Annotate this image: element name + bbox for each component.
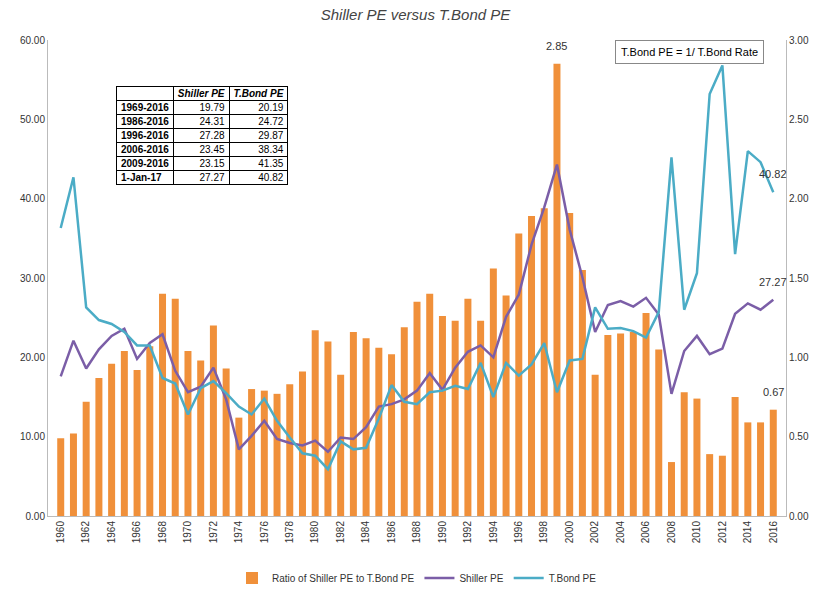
html-text:27.27: 27.27 <box>199 172 225 183</box>
svg-text:1974: 1974 <box>233 521 244 544</box>
html-text:23.45: 23.45 <box>199 144 225 155</box>
html-text:1996-2016: 1996-2016 <box>121 130 169 141</box>
svg-text:2.00: 2.00 <box>789 193 809 204</box>
svg-text:1962: 1962 <box>80 521 91 544</box>
html-text:20.19: 20.19 <box>258 102 284 113</box>
svg-text:10.00: 10.00 <box>20 431 45 442</box>
svg-text:1990: 1990 <box>437 521 448 544</box>
html-text:1969-2016: 1969-2016 <box>121 102 169 113</box>
svg-text:30.00: 30.00 <box>20 273 45 284</box>
svg-text:20.00: 20.00 <box>20 352 45 363</box>
svg-text:1972: 1972 <box>208 521 219 544</box>
html-text:2006-2016: 2006-2016 <box>121 144 169 155</box>
svg-text:40.82: 40.82 <box>759 168 787 180</box>
html-text:2009-2016: 2009-2016 <box>121 158 169 169</box>
svg-text:1.00: 1.00 <box>789 352 809 363</box>
svg-text:1986: 1986 <box>386 521 397 544</box>
html-text:38.34: 38.34 <box>258 144 284 155</box>
svg-text:1994: 1994 <box>488 521 499 544</box>
svg-text:1964: 1964 <box>106 521 117 544</box>
html-text:24.72: 24.72 <box>258 116 284 127</box>
svg-text:2008: 2008 <box>666 521 677 544</box>
svg-text:1982: 1982 <box>335 521 346 544</box>
svg-text:1988: 1988 <box>411 521 422 544</box>
svg-text:1.50: 1.50 <box>789 273 809 284</box>
svg-text:0.00: 0.00 <box>26 511 46 522</box>
html-text:24.31: 24.31 <box>199 116 225 127</box>
svg-text:1968: 1968 <box>157 521 168 544</box>
html-text:23.15: 23.15 <box>199 158 225 169</box>
svg-text:0.00: 0.00 <box>789 511 809 522</box>
svg-text:2.85: 2.85 <box>546 40 567 52</box>
svg-text:2000: 2000 <box>564 521 575 544</box>
svg-text:1976: 1976 <box>259 521 270 544</box>
svg-text:1998: 1998 <box>538 521 549 544</box>
svg-text:1980: 1980 <box>309 521 320 544</box>
svg-text:Ratio of Shiller PE to T.Bond: Ratio of Shiller PE to T.Bond PE <box>272 573 414 584</box>
html-text:1986-2016: 1986-2016 <box>121 116 169 127</box>
svg-text:T.Bond PE: T.Bond PE <box>549 573 597 584</box>
svg-text:50.00: 50.00 <box>20 114 45 125</box>
svg-text:2.50: 2.50 <box>789 114 809 125</box>
html-text:41.35: 41.35 <box>258 158 284 169</box>
svg-text:T.Bond PE = 1/ T.Bond Rate: T.Bond PE = 1/ T.Bond Rate <box>621 46 758 58</box>
svg-text:1996: 1996 <box>513 521 524 544</box>
svg-text:2014: 2014 <box>742 521 753 544</box>
svg-text:2002: 2002 <box>589 521 600 544</box>
svg-text:2010: 2010 <box>691 521 702 544</box>
svg-text:1960: 1960 <box>55 521 66 544</box>
svg-text:0.67: 0.67 <box>763 386 784 398</box>
html-text:Shiller PE: Shiller PE <box>177 88 225 99</box>
html-text:19.79: 19.79 <box>199 102 225 113</box>
svg-text:2016: 2016 <box>768 521 779 544</box>
html-text:27.28: 27.28 <box>199 130 225 141</box>
svg-text:Shiller PE: Shiller PE <box>459 573 503 584</box>
svg-text:1966: 1966 <box>131 521 142 544</box>
svg-text:2006: 2006 <box>640 521 651 544</box>
svg-text:3.00: 3.00 <box>789 35 809 46</box>
svg-text:Shiller PE versus T.Bond PE: Shiller PE versus T.Bond PE <box>321 6 512 23</box>
svg-text:2004: 2004 <box>615 521 626 544</box>
html-text:29.87: 29.87 <box>258 130 284 141</box>
svg-text:1978: 1978 <box>284 521 295 544</box>
svg-text:27.27: 27.27 <box>759 276 787 288</box>
svg-text:1992: 1992 <box>462 521 473 544</box>
html-text:T.Bond PE: T.Bond PE <box>233 88 284 99</box>
html-text:40.82: 40.82 <box>258 172 284 183</box>
html-text:1-Jan-17: 1-Jan-17 <box>121 172 162 183</box>
svg-text:40.00: 40.00 <box>20 193 45 204</box>
svg-text:0.50: 0.50 <box>789 431 809 442</box>
svg-text:1970: 1970 <box>182 521 193 544</box>
svg-text:2012: 2012 <box>717 521 728 544</box>
svg-text:60.00: 60.00 <box>20 35 45 46</box>
svg-text:1984: 1984 <box>360 521 371 544</box>
